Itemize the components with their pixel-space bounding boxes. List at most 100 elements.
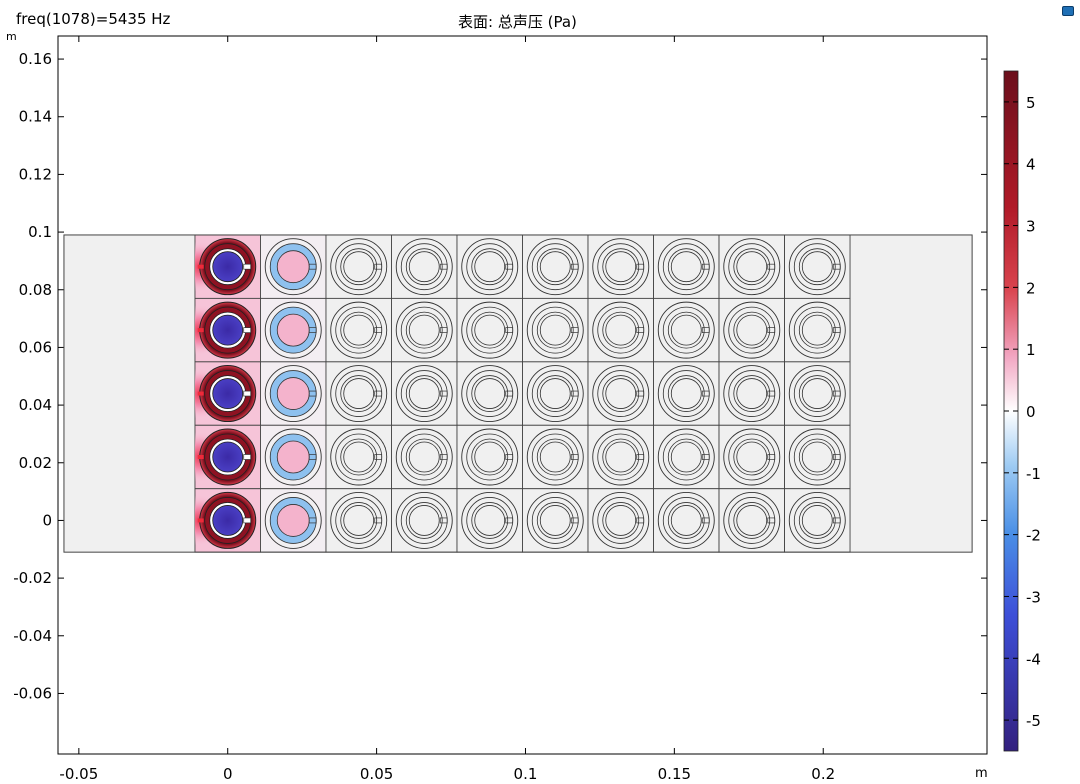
resonator-cell (522, 424, 589, 490)
inner-disk (408, 505, 440, 536)
outer-ring (723, 428, 781, 486)
resonator-neck (505, 263, 514, 270)
resonator-neck (767, 327, 776, 333)
colorbar-tick-label: 3 (1026, 218, 1036, 236)
resonator-cell (456, 361, 523, 426)
resonator-neck (439, 390, 448, 397)
gap-ring (471, 248, 509, 286)
resonator-neck (636, 454, 645, 460)
resonator-neck (374, 517, 383, 524)
inner-disk (670, 441, 702, 473)
gap-ring (536, 248, 574, 286)
inner-disk (801, 505, 833, 536)
inner-disk (276, 377, 310, 410)
cell-box (587, 361, 654, 426)
inner-disk (474, 251, 506, 283)
gap-ring (471, 311, 509, 349)
inner-disk (736, 505, 768, 536)
resonator-cell (260, 234, 327, 299)
inner-disk (736, 378, 768, 409)
outer-ring (723, 365, 781, 423)
resonator-neck (308, 327, 317, 333)
inner-disk (343, 441, 375, 473)
cell-box (784, 297, 851, 363)
resonator-cell (194, 234, 261, 299)
resonator-cell (522, 297, 589, 363)
outer-ring (461, 301, 519, 359)
gap-ring (602, 502, 640, 539)
y-tick-label: 0.16 (19, 50, 52, 68)
outer-ring (592, 365, 650, 423)
resonator-cell (587, 361, 654, 426)
colorbar-tick-label: 1 (1026, 341, 1036, 359)
outer-ring (461, 238, 519, 296)
gap-ring (405, 311, 443, 349)
inner-disk (474, 505, 506, 536)
window-restore-icon[interactable] (1062, 6, 1074, 16)
inner-disk (343, 251, 375, 283)
resonator-cell (653, 234, 720, 299)
resonator-neck (439, 454, 448, 460)
gap-ring (471, 502, 509, 539)
hot-spot (197, 454, 204, 459)
resonator-neck (505, 517, 514, 524)
gap-ring (340, 438, 378, 476)
inner-disk (801, 378, 833, 409)
resonator-cell (260, 488, 327, 553)
gap-ring (733, 502, 771, 539)
gap-ring (798, 375, 836, 412)
gap-ring (405, 502, 443, 539)
inner-disk (276, 313, 310, 347)
inner-disk (539, 505, 571, 536)
resonator-neck (439, 263, 448, 270)
outer-ring (461, 491, 519, 549)
resonator-cell (522, 361, 589, 426)
resonator-cell (718, 361, 785, 426)
resonator-neck (636, 517, 645, 524)
resonator-neck (308, 454, 317, 460)
resonator-neck (243, 454, 252, 460)
outer-ring (723, 301, 781, 359)
cell-box (653, 424, 720, 490)
outer-ring (395, 491, 453, 549)
inner-disk (408, 314, 440, 346)
resonator-cell (325, 361, 392, 426)
resonator-neck (767, 390, 776, 397)
y-tick-label: 0.08 (19, 281, 52, 299)
resonator-cell (522, 234, 589, 299)
resonator-neck (701, 263, 710, 270)
hot-spot (197, 518, 204, 523)
gap-ring (733, 248, 771, 286)
resonator-neck (832, 327, 841, 333)
y-axis-unit: m (6, 30, 17, 43)
resonator-neck (570, 517, 579, 524)
resonator-neck (308, 390, 317, 397)
outer-ring (657, 365, 715, 423)
resonator-neck (374, 263, 383, 270)
y-tick-label: -0.04 (13, 627, 52, 645)
outer-ring (592, 491, 650, 549)
gap-ring (536, 502, 574, 539)
outer-ring (330, 365, 388, 423)
inner-disk (670, 314, 702, 346)
resonator-cell (325, 488, 392, 553)
colorbar: 5 4 3 2 1 0 -1 -2 -3 -4 -5 (1003, 70, 1041, 752)
resonator-neck (832, 454, 841, 460)
resonator-cell (784, 297, 851, 363)
colorbar-tick-label: -3 (1026, 588, 1041, 606)
cell-box (718, 361, 785, 426)
resonator-cell (325, 297, 392, 363)
frequency-label: freq(1078)=5435 Hz (16, 10, 171, 28)
y-tick-label: 0.1 (28, 223, 52, 241)
simulation-domain (63, 234, 973, 553)
gap-ring (405, 438, 443, 476)
outer-ring (526, 428, 584, 486)
resonator-cell (587, 234, 654, 299)
gap-ring (798, 438, 836, 476)
resonator-cell (653, 361, 720, 426)
colorbar-tick-label: 4 (1026, 156, 1036, 174)
inner-disk (539, 251, 571, 283)
inner-disk (212, 251, 244, 283)
inner-disk (736, 441, 768, 473)
gap-ring (798, 248, 836, 286)
